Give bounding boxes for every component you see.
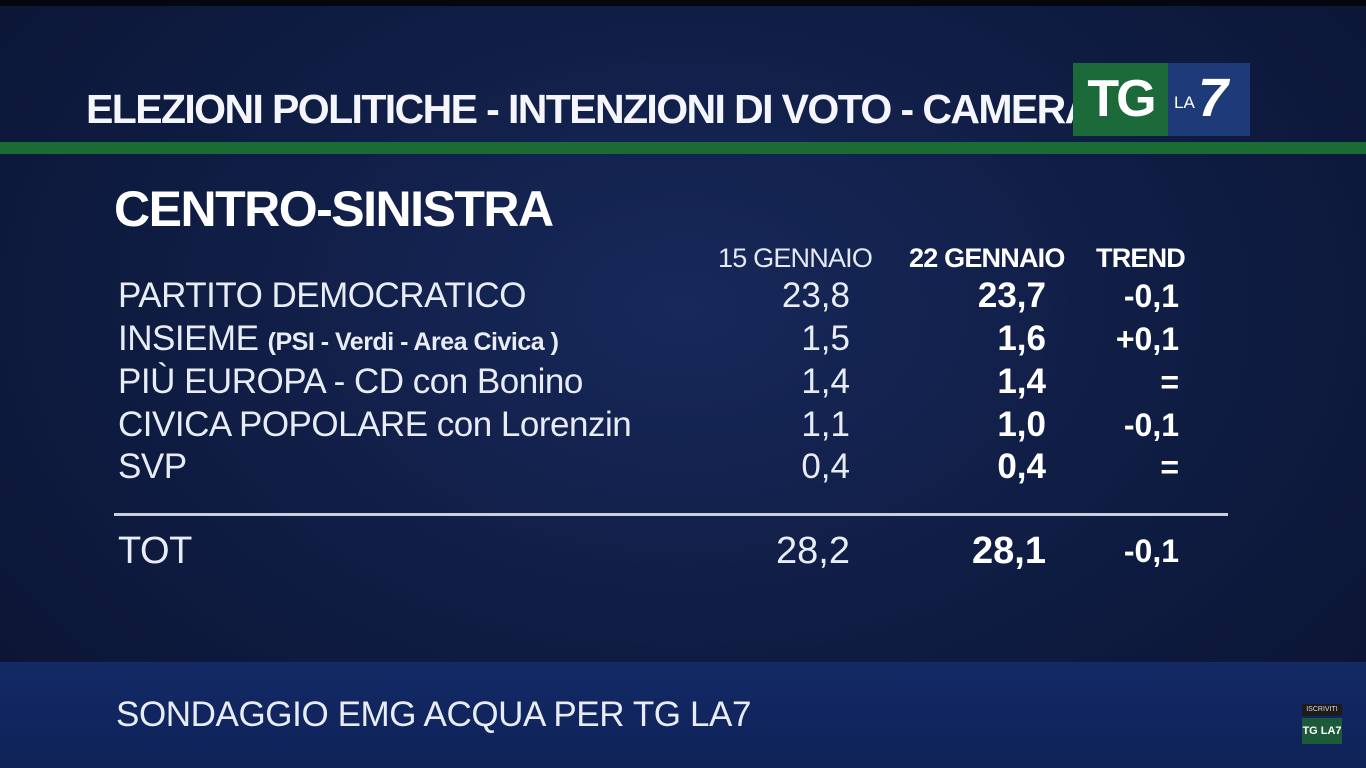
title-rule: [0, 142, 1366, 154]
value-jan15: 23,8: [781, 276, 850, 315]
value-jan15: 1,5: [801, 319, 850, 358]
party-label: SVP: [118, 447, 187, 487]
logo-la7-block: LA 7: [1168, 63, 1250, 136]
value-trend: -0,1: [1123, 407, 1179, 443]
party-label: PARTITO DEMOCRATICO: [118, 276, 526, 316]
total-divider: [114, 513, 1228, 516]
top-strip: [0, 0, 1366, 6]
value-trend: =: [1160, 449, 1179, 485]
party-label: INSIEME (PSI - Verdi - Area Civica ): [118, 319, 559, 359]
value-jan22: 1,0: [997, 405, 1046, 444]
value-jan15: 0,4: [801, 447, 850, 486]
column-header-jan22: 22 GENNAIO: [909, 243, 1065, 273]
column-header-trend: TREND: [1096, 243, 1186, 273]
total-label: TOT: [118, 530, 192, 572]
channel-badge[interactable]: ISCRIVITI TG LA7: [1302, 704, 1342, 744]
value-trend: =: [1160, 364, 1179, 400]
column-header-jan15: 15 GENNAIO: [718, 243, 873, 273]
logo-tg: TG: [1073, 63, 1168, 136]
party-label: CIVICA POPOLARE con Lorenzin: [118, 405, 632, 445]
logo-seven: 7: [1198, 68, 1229, 128]
total-jan22: 28,1: [972, 530, 1046, 572]
party-detail: (PSI - Verdi - Area Civica ): [267, 328, 559, 356]
value-jan15: 1,4: [801, 362, 850, 401]
party-name: PARTITO DEMOCRATICO: [118, 276, 526, 315]
value-jan22: 1,4: [997, 362, 1046, 401]
party-name: SVP: [118, 447, 187, 486]
value-jan15: 1,1: [801, 405, 850, 444]
value-jan22: 23,7: [977, 276, 1046, 315]
poll-source: SONDAGGIO EMG ACQUA PER TG LA7: [116, 695, 752, 734]
party-name: CIVICA POPOLARE con Lorenzin: [118, 405, 632, 444]
value-jan22: 1,6: [997, 319, 1046, 358]
channel-logo[interactable]: TG LA7: [1302, 718, 1342, 744]
party-label: PIÙ EUROPA - CD con Bonino: [118, 362, 583, 402]
tg-la7-logo: TG LA 7: [1073, 63, 1250, 136]
value-trend: +0,1: [1115, 321, 1179, 357]
logo-la: LA: [1174, 93, 1195, 112]
total-trend: -0,1: [1123, 533, 1179, 569]
page-title: ELEZIONI POLITICHE - INTENZIONI DI VOTO …: [86, 86, 1094, 132]
value-trend: -0,1: [1123, 278, 1179, 314]
coalition-title: CENTRO-SINISTRA: [114, 181, 554, 237]
value-jan22: 0,4: [997, 447, 1046, 486]
total-jan15: 28,2: [776, 530, 850, 572]
party-name: INSIEME: [118, 319, 259, 358]
party-name: PIÙ EUROPA - CD con Bonino: [118, 362, 583, 401]
subscribe-label[interactable]: ISCRIVITI: [1302, 704, 1342, 716]
footer-band: [0, 662, 1366, 768]
